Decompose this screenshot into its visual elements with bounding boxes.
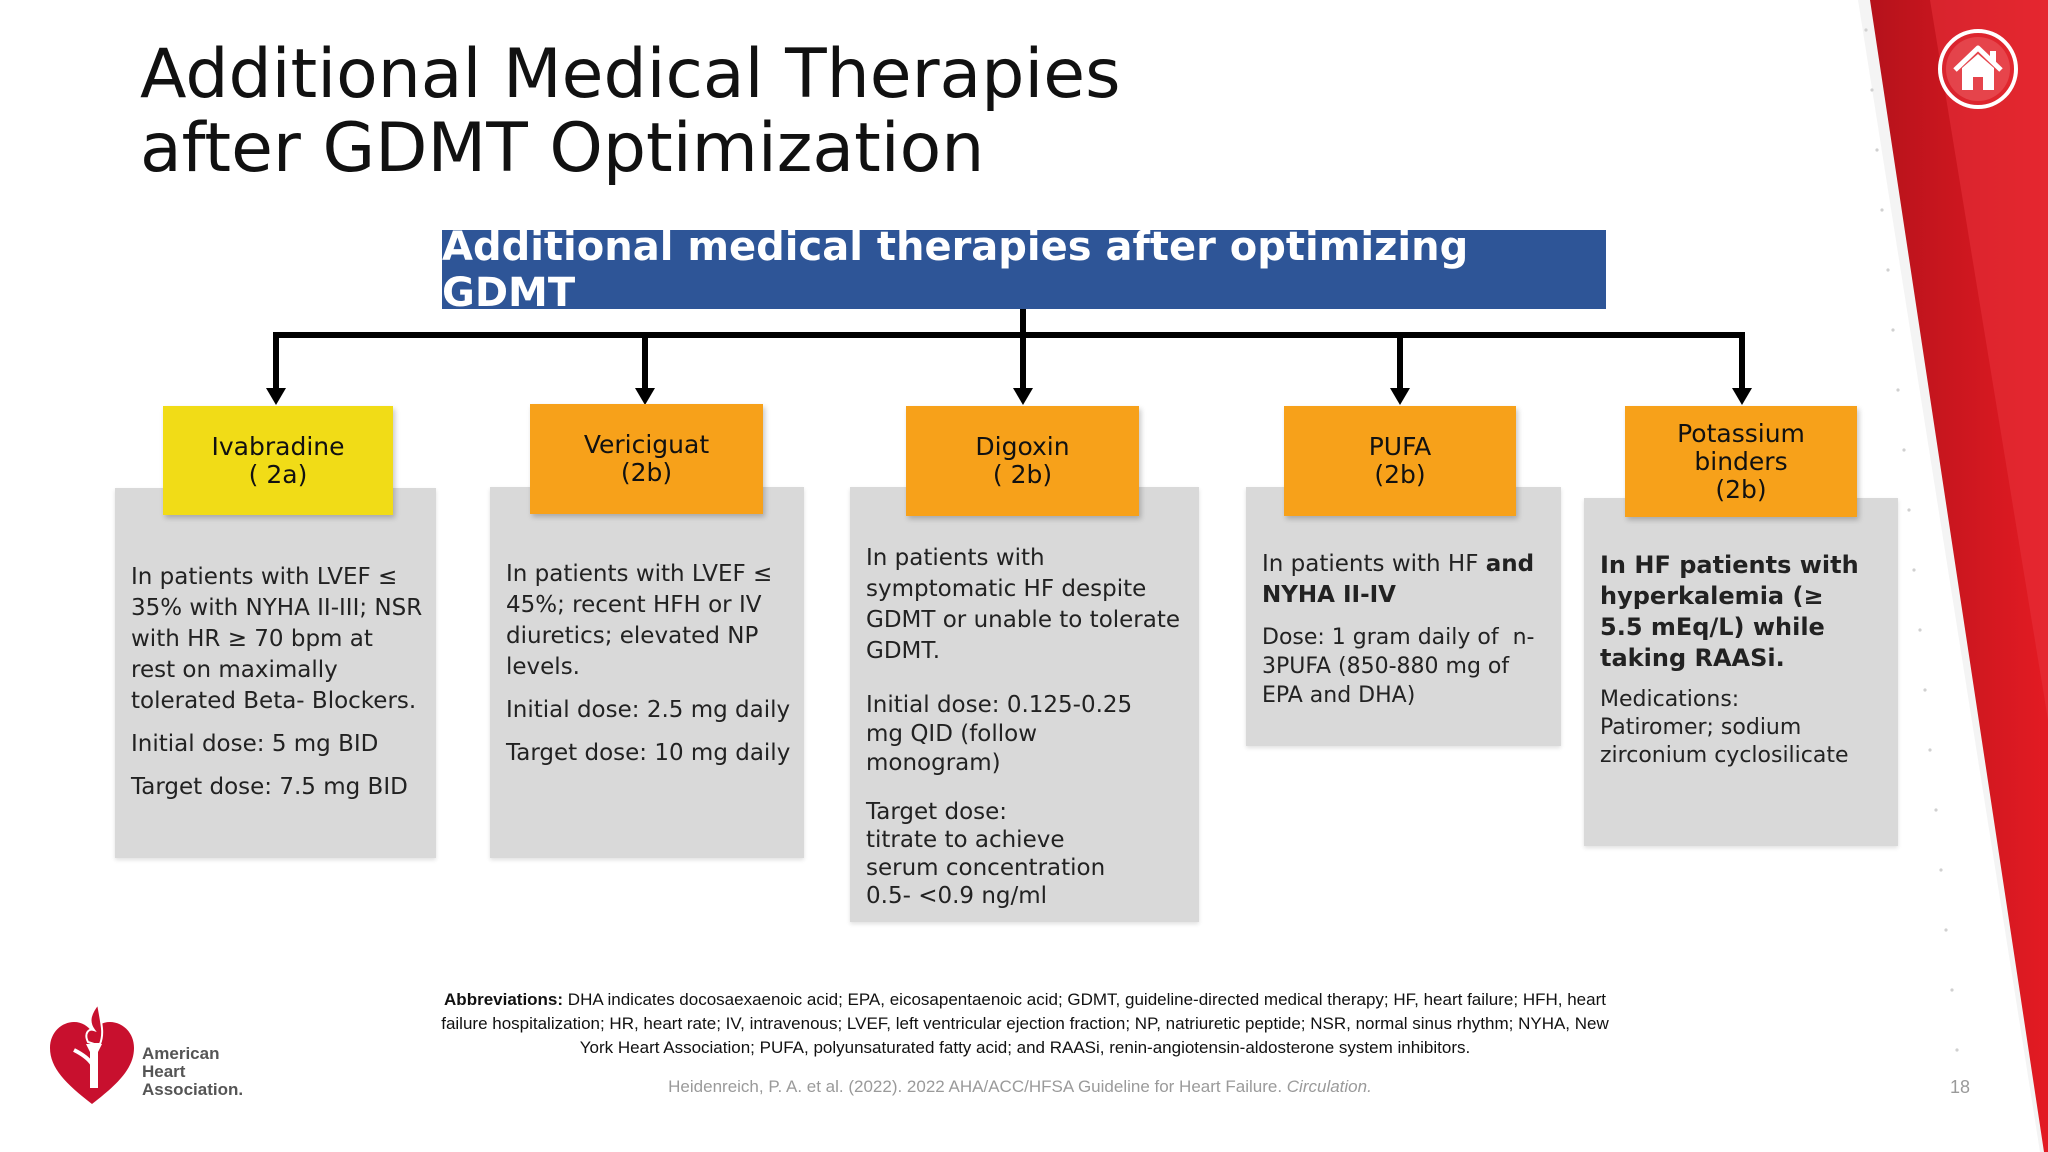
arrow-vericiguat: [635, 388, 655, 405]
slide-title-line1: Additional Medical Therapies: [140, 35, 1121, 114]
head-vericiguat: Vericiguat (2b): [530, 404, 763, 514]
vericiguat-target-dose: Target dose: 10 mg daily: [506, 740, 791, 766]
abbreviations-note: Abbreviations: DHA indicates docosaexaen…: [440, 988, 1610, 1060]
arrow-ivabradine: [266, 388, 286, 405]
slide-title-line2: after GDMT Optimization: [140, 109, 985, 188]
vericiguat-description: In patients with LVEF ≤ 45%; recent HFH …: [506, 561, 773, 680]
head-digoxin: Digoxin ( 2b): [906, 406, 1139, 516]
pufa-dose: Dose: 1 gram daily of n-3PUFA (850-880 m…: [1262, 625, 1535, 708]
vericiguat-initial-dose: Initial dose: 2.5 mg daily: [506, 697, 791, 723]
pufa-name: PUFA: [1368, 432, 1432, 461]
citation-journal: Circulation.: [1286, 1077, 1372, 1096]
ivabradine-name: Ivabradine: [211, 431, 345, 461]
digoxin-description: In patients with symptomatic HF despite …: [866, 545, 1181, 664]
pufa-class: (2b): [1374, 460, 1426, 489]
arrow-digoxin: [1013, 388, 1033, 405]
potassium-name-line2: binders: [1694, 446, 1788, 476]
digoxin-name: Digoxin: [975, 432, 1070, 461]
head-pufa: PUFA (2b): [1284, 406, 1516, 516]
arrow-potassium: [1732, 388, 1752, 405]
potassium-name-line1: Potassium: [1677, 418, 1805, 448]
therapies-header-box: Additional medical therapies after optim…: [442, 224, 1606, 316]
digoxin-class: ( 2b): [992, 460, 1053, 489]
digoxin-initial-dose: Initial dose: 0.125-0.25 mg QID (follow …: [866, 692, 1133, 776]
ivabradine-target-dose: Target dose: 7.5 mg BID: [131, 774, 408, 800]
ivabradine-description: In patients with LVEF ≤ 35% with NYHA II…: [131, 564, 423, 714]
aha-logo-text: American Heart Association.: [142, 1045, 243, 1099]
abbreviations-text: DHA indicates docosaexaenoic acid; EPA, …: [441, 990, 1609, 1057]
head-ivabradine: Ivabradine ( 2a): [163, 406, 393, 515]
slide-title: Additional Medical Therapies after GDMT …: [140, 38, 1640, 186]
vericiguat-name: Vericiguat: [583, 430, 710, 459]
arrow-pufa: [1390, 388, 1410, 405]
digoxin-target-dose-label: Target dose:: [866, 799, 1008, 825]
page-number: 18: [1949, 1077, 1970, 1097]
digoxin-target-dose: titrate to achieve serum concentration 0…: [866, 827, 1106, 909]
aha-heart-torch-logo: [50, 1001, 134, 1104]
potassium-description: In HF patients with hyperkalemia (≥ 5.5 …: [1600, 551, 1859, 672]
home-button[interactable]: [1935, 26, 2021, 112]
potassium-class: (2b): [1715, 474, 1767, 504]
abbreviations-label: Abbreviations:: [444, 990, 564, 1009]
ivabradine-initial-dose: Initial dose: 5 mg BID: [131, 731, 379, 757]
card-digoxin: In patients with symptomatic HF despite …: [850, 487, 1199, 922]
card-vericiguat: In patients with LVEF ≤ 45%; recent HFH …: [490, 487, 804, 858]
card-pufa: In patients with HF and NYHA II-IV Dose:…: [1246, 487, 1561, 746]
ivabradine-class: ( 2a): [248, 459, 308, 489]
citation-text: Heidenreich, P. A. et al. (2022). 2022 A…: [668, 1077, 1283, 1096]
potassium-medications: Medications: Patiromer; sodium zirconium…: [1600, 687, 1849, 768]
card-potassium-binders: In HF patients with hyperkalemia (≥ 5.5 …: [1584, 498, 1898, 846]
logo-line3: Association.: [142, 1080, 244, 1099]
logo-line1: American: [142, 1044, 220, 1063]
pufa-description: In patients with HF and NYHA II-IV: [1262, 549, 1549, 611]
pufa-description-bold: and NYHA II-IV: [1262, 551, 1535, 608]
card-ivabradine: In patients with LVEF ≤ 35% with NYHA II…: [115, 488, 436, 858]
decorative-red-band: [1858, 0, 2048, 1152]
head-potassium-binders: Potassium binders (2b): [1625, 406, 1857, 517]
vericiguat-class: (2b): [620, 458, 673, 487]
pufa-description-pre: In patients with HF: [1262, 551, 1479, 577]
home-icon: [1938, 29, 2018, 109]
citation: Heidenreich, P. A. et al. (2022). 2022 A…: [560, 1077, 1480, 1097]
logo-line2: Heart: [142, 1062, 186, 1081]
